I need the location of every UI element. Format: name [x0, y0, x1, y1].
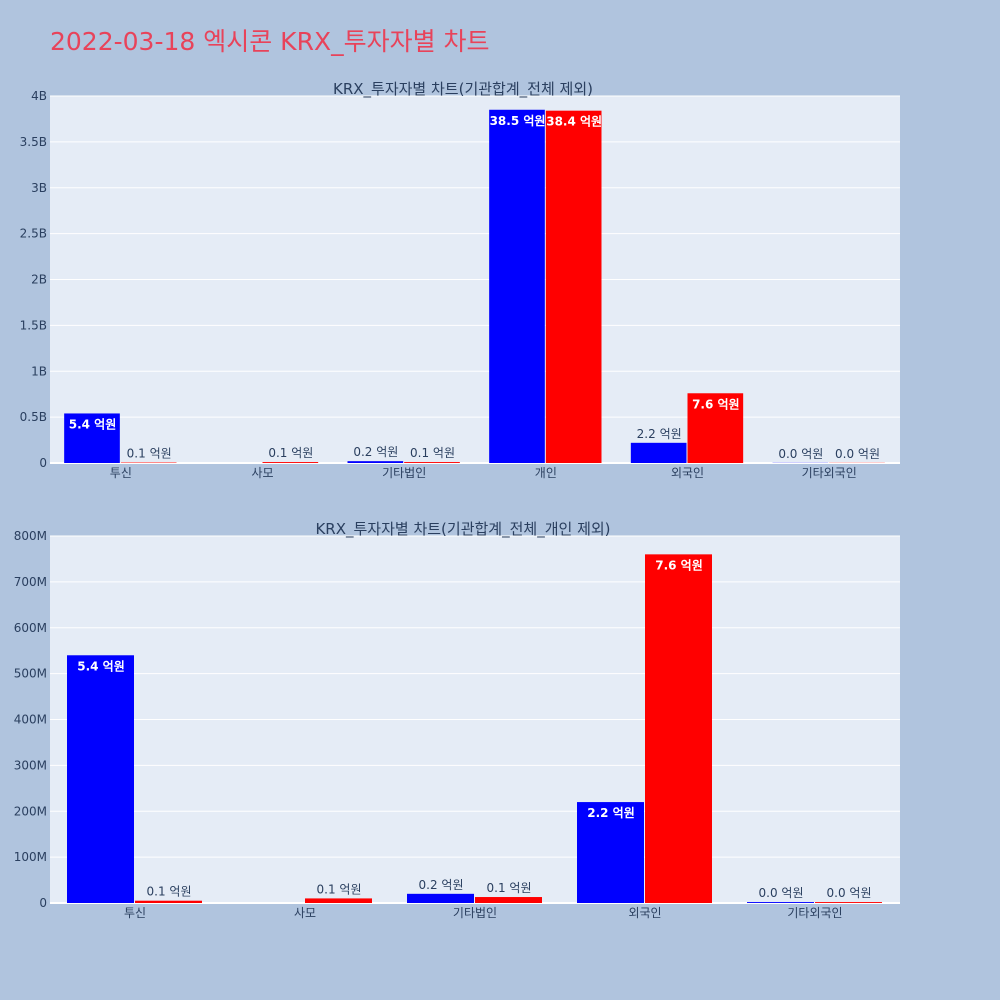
y-tick-label: 3.5B	[20, 135, 47, 149]
data-label: 0.0 억원	[759, 886, 804, 900]
chart-net-buying-excl-institution-total: 0 0.5B 1B 1.5B 2B 2.5B 3B 3.5B 4B 투신 사모 기타법인 개인 외국인 기타…	[20, 80, 900, 480]
data-label: 0.1 억원	[487, 881, 532, 895]
bar	[475, 897, 542, 903]
data-label: 5.4 억원	[77, 659, 125, 673]
chart-title: KRX_투자자별 차트(기관합계_전체 제외)	[333, 80, 593, 99]
y-tick-label: 1.5B	[20, 318, 47, 332]
data-label: 2.2 억원	[587, 806, 635, 820]
y-tick-label: 0	[39, 896, 47, 910]
bar	[64, 413, 120, 463]
chart-net-buying-excl-institution-and-individual: 0 100M 200M 300M 400M 500M 600M 700M 800M 투신 사모 기타법…	[14, 520, 900, 920]
x-tick-label: 기타법인	[453, 906, 497, 920]
y-tick-label: 400M	[14, 713, 47, 727]
bar	[687, 393, 744, 463]
x-tick-label: 기타외국인	[787, 906, 842, 920]
data-label: 0.2 억원	[353, 445, 398, 459]
bar	[815, 902, 882, 903]
chart-title: KRX_투자자별 차트(기관합계_전체_개인 제외)	[315, 520, 610, 539]
data-label: 0.1 억원	[317, 882, 362, 896]
data-label: 38.4 억원	[546, 115, 602, 129]
bar	[630, 442, 687, 463]
x-tick-label: 외국인	[628, 906, 661, 920]
x-tick-label: 기타외국인	[802, 466, 857, 480]
y-tick-label: 300M	[14, 758, 47, 772]
x-tick-label: 기타법인	[382, 466, 426, 480]
x-tick-label: 외국인	[671, 466, 704, 480]
bar	[135, 900, 202, 903]
y-tick-label: 200M	[14, 804, 47, 818]
bar	[262, 462, 319, 463]
data-label: 0.0 억원	[778, 447, 823, 461]
data-label: 2.2 억원	[637, 427, 682, 441]
y-tick-label: 1B	[31, 364, 47, 378]
y-tick-label: 2B	[31, 273, 47, 287]
bar	[404, 462, 460, 463]
data-label: 0.1 억원	[147, 885, 192, 899]
bar	[645, 554, 712, 903]
y-tick-label: 100M	[14, 850, 47, 864]
data-label: 0.1 억원	[268, 446, 313, 460]
data-label: 7.6 억원	[655, 558, 703, 572]
bar	[305, 898, 372, 903]
x-tick-label: 투신	[124, 906, 146, 920]
x-tick-label: 사모	[294, 906, 316, 920]
data-label: 0.1 억원	[410, 446, 455, 460]
data-label: 0.0 억원	[827, 886, 872, 900]
y-tick-label: 600M	[14, 621, 47, 635]
page-title: 2022-03-18 엑시콘 KRX_투자자별 차트	[50, 27, 490, 56]
y-tick-label: 4B	[31, 89, 47, 103]
y-tick-label: 500M	[14, 667, 47, 681]
data-label: 0.0 억원	[835, 447, 880, 461]
x-tick-label: 개인	[535, 466, 557, 480]
y-tick-label: 3B	[31, 181, 47, 195]
y-tick-label: 800M	[14, 529, 47, 543]
bar	[545, 110, 602, 464]
bar	[489, 109, 545, 463]
data-label: 5.4 억원	[69, 417, 117, 431]
data-label: 0.2 억원	[419, 878, 464, 892]
y-tick-label: 0	[39, 456, 47, 470]
x-tick-label: 사모	[251, 466, 273, 480]
bar	[67, 655, 134, 903]
y-tick-label: 700M	[14, 575, 47, 589]
bar	[347, 461, 404, 463]
data-label: 0.1 억원	[127, 447, 172, 461]
y-tick-label: 0.5B	[20, 410, 47, 424]
bar	[407, 893, 474, 903]
bar	[577, 802, 644, 903]
data-label: 38.5 억원	[490, 114, 546, 128]
data-label: 7.6 억원	[692, 397, 740, 411]
x-tick-label: 투신	[110, 466, 132, 480]
bar	[747, 902, 814, 903]
y-tick-label: 2.5B	[20, 227, 47, 241]
